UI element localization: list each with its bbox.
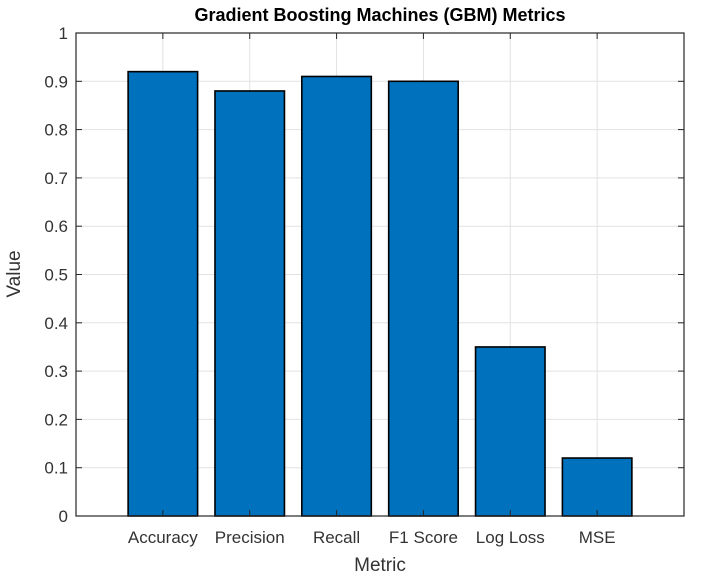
bar-accuracy (127, 70, 199, 517)
bar-precision (214, 90, 286, 517)
y-tick-label: 1 (59, 24, 68, 43)
y-tick-label: 0.6 (44, 217, 68, 236)
y-tick-label: 0.9 (44, 72, 68, 91)
bar-log-loss (474, 346, 546, 517)
x-tick-labels: Accuracy Precision Recall F1 Score Log Loss M… (128, 528, 616, 547)
x-tick-label: F1 Score (389, 528, 458, 547)
bars-layer (127, 70, 633, 517)
y-tick-label: 0.3 (44, 362, 68, 381)
x-tick-label: MSE (579, 528, 616, 547)
x-tick-label: Accuracy (128, 528, 198, 547)
x-tick-label: Precision (215, 528, 285, 547)
chart-title: Gradient Boosting Machines (GBM) Metrics (194, 5, 565, 25)
y-tick-label: 0.5 (44, 266, 68, 285)
x-tick-label: Recall (313, 528, 360, 547)
y-tick-label: 0.2 (44, 410, 68, 429)
y-tick-label: 0.1 (44, 459, 68, 478)
y-tick-label: 0 (59, 507, 68, 526)
bar-f1-score (387, 80, 459, 517)
y-tick-label: 0.7 (44, 169, 68, 188)
y-tick-labels: 0 0.1 0.2 0.3 0.4 0.5 0.6 0.7 0.8 0.9 1 (44, 24, 68, 526)
ticks-layer (76, 32, 684, 517)
bar-recall (301, 75, 373, 517)
y-tick-label: 0.4 (44, 314, 68, 333)
x-tick-label: Log Loss (476, 528, 545, 547)
y-axis-label: Value (4, 250, 25, 297)
y-tick-label: 0.8 (44, 121, 68, 140)
x-axis-label: Metric (354, 555, 406, 576)
bar-mse (561, 457, 633, 517)
